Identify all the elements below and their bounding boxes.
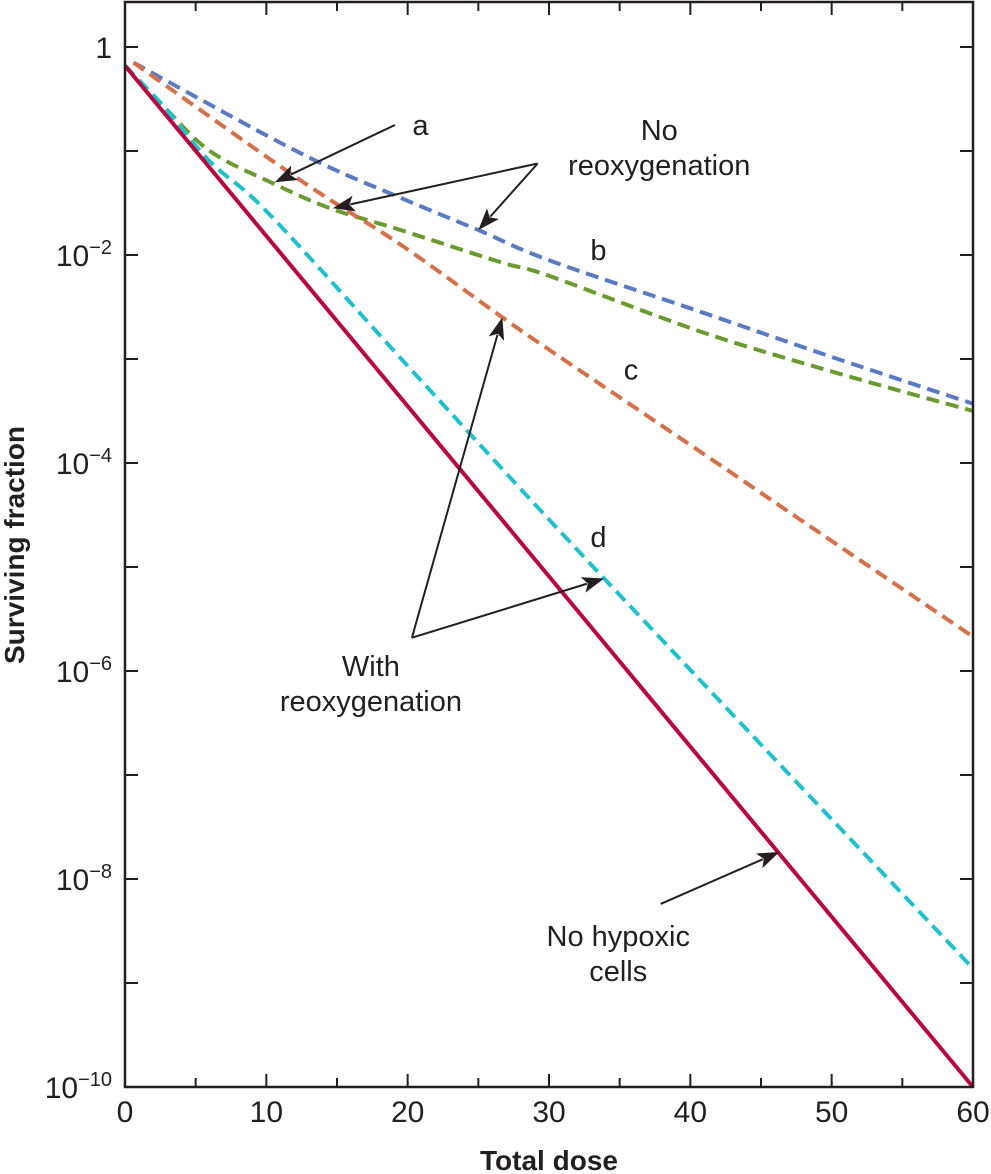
series-line-d-with-reoxygenation [123, 64, 975, 970]
arrow-with-reox-1-shaft [410, 334, 499, 638]
y-tick-label: 10−8 [56, 861, 112, 897]
x-tick-label: 60 [956, 1096, 989, 1129]
arrow-a-shaft [290, 124, 396, 176]
series-layer [123, 60, 975, 1089]
y-tick-label: 10−4 [56, 445, 112, 481]
label-a: a [412, 110, 429, 142]
arrow-a-head [274, 165, 299, 183]
y-tick-label: 10−10 [45, 1069, 112, 1105]
x-tick-label: 20 [391, 1096, 424, 1129]
series-line-b-no-reoxygenation [132, 60, 974, 406]
y-tick-label: 10−6 [56, 653, 112, 689]
arrow-no-hypoxic-head [756, 851, 780, 869]
label-no-hypoxic: No hypoxic cells [547, 921, 690, 988]
x-tick-label: 10 [250, 1096, 283, 1129]
label-no-reox: No reoxygenation [568, 115, 750, 182]
annotation-layer: a No reoxygenation b c d With reoxygenation No h… [280, 110, 751, 988]
x-tick-label: 40 [674, 1096, 707, 1129]
series-line-c-with-reoxygenation [132, 60, 975, 639]
arrow-no-reox-2-shaft [489, 162, 539, 218]
x-tick-label: 0 [117, 1096, 134, 1129]
arrow-no-hypoxic-shaft [660, 858, 764, 905]
plot-frame [123, 0, 975, 1089]
arrow-with-reox-2-shaft [411, 582, 588, 639]
label-b: b [590, 235, 606, 267]
arrow-no-reox-2-head [478, 208, 499, 231]
axis-layer: 0 10 20 30 40 50 60 1 10−2 10−4 10−6 10−8 10−10 [45, 2, 990, 1129]
y-tick-label: 10−2 [56, 237, 112, 273]
label-d: d [590, 522, 606, 554]
arrow-with-reox-2-head [580, 577, 605, 593]
arrow-no-reox-1-head [332, 195, 356, 212]
label-with-reox: With reoxygenation [280, 651, 462, 718]
x-axis-title: Total dose [480, 1145, 618, 1174]
arrow-with-reox-1-head [488, 317, 505, 341]
arrow-no-reox-1-shaft [350, 162, 538, 206]
x-tick-label: 30 [532, 1096, 565, 1129]
x-tick-label: 50 [815, 1096, 848, 1129]
arrow-layer [274, 124, 780, 905]
y-axis-title: Surviving fraction [0, 426, 30, 664]
label-c: c [624, 354, 639, 386]
y-tick-label: 1 [95, 32, 112, 65]
series-line-a-no-reoxygenation [123, 64, 974, 413]
series-line-no-hypoxic-cells [123, 64, 975, 1089]
